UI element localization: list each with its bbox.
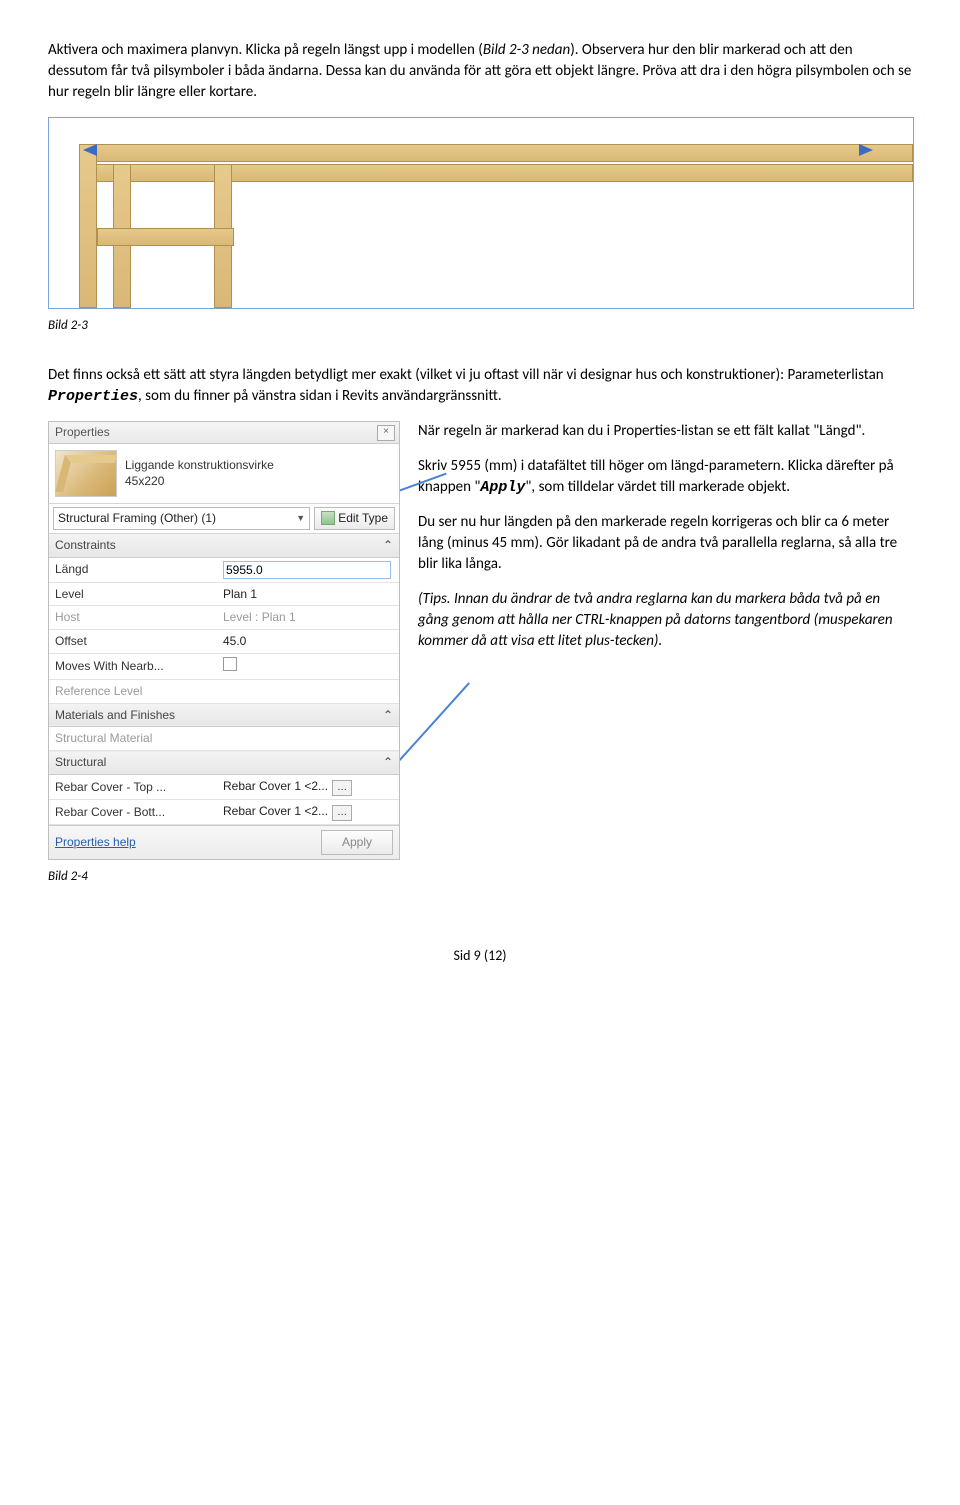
row-offset-value[interactable]: 45.0 xyxy=(217,630,399,654)
moves-checkbox[interactable] xyxy=(223,657,237,671)
filter-row: Structural Framing (Other) (1) ▼ Edit Ty… xyxy=(49,504,399,534)
filter-text: Structural Framing (Other) (1) xyxy=(58,510,216,527)
right-p2b: ", som tilldelar värdet till markerade o… xyxy=(525,478,790,496)
figure-2-4-caption: Bild 2-4 xyxy=(48,868,912,886)
intro-figure-ref: Bild 2-3 nedan xyxy=(483,41,570,59)
section-constraints[interactable]: Constraints⌃ xyxy=(49,534,399,557)
ellipsis-button-1[interactable]: … xyxy=(332,780,352,796)
row-moves-value[interactable] xyxy=(217,653,399,679)
row-host-value: Level : Plan 1 xyxy=(217,606,399,630)
properties-footer: Properties help Apply xyxy=(49,825,399,859)
edit-type-button[interactable]: Edit Type xyxy=(314,507,395,530)
row-reflevel-value xyxy=(217,679,399,703)
intro-paragraph: Aktivera och maximera planvyn. Klicka på… xyxy=(48,40,912,103)
type-thumbnail xyxy=(55,450,117,497)
langd-input[interactable] xyxy=(223,561,391,579)
type-name-line1: Liggande konstruktionsvirke xyxy=(125,457,274,474)
row-host-key: Host xyxy=(49,606,217,630)
properties-grid: Constraints⌃ Längd Level Plan 1 Host Lev… xyxy=(49,534,399,825)
edit-type-icon xyxy=(321,511,335,525)
page-footer: Sid 9 (12) xyxy=(48,946,912,966)
properties-titlebar: Properties × xyxy=(49,422,399,444)
section-structural[interactable]: Structural⌃ xyxy=(49,751,399,775)
row-structmat-value[interactable] xyxy=(217,727,399,751)
row-rebartop-key: Rebar Cover - Top ... xyxy=(49,774,217,799)
ellipsis-button-2[interactable]: … xyxy=(332,805,352,821)
type-name-line2: 45x220 xyxy=(125,473,274,490)
right-p4-tip: (Tips. Innan du ändrar de två andra regl… xyxy=(418,589,912,652)
right-p2: Skriv 5955 (mm) i datafältet till höger … xyxy=(418,456,912,498)
row-level-value[interactable]: Plan 1 xyxy=(217,582,399,606)
edit-type-label: Edit Type xyxy=(338,510,388,527)
row-structmat-key: Structural Material xyxy=(49,727,217,751)
properties-code: Properties xyxy=(48,388,138,405)
section-materials[interactable]: Materials and Finishes⌃ xyxy=(49,703,399,727)
type-selector[interactable]: Liggande konstruktionsvirke 45x220 xyxy=(49,444,399,504)
row-langd-key: Längd xyxy=(49,557,217,582)
chevron-down-icon: ▼ xyxy=(296,512,305,525)
right-text-column: När regeln är markerad kan du i Properti… xyxy=(418,421,912,666)
row-rebartop-value[interactable]: Rebar Cover 1 <2...… xyxy=(217,774,399,799)
figure-2-3-caption: Bild 2-3 xyxy=(48,317,912,335)
apply-code: Apply xyxy=(480,479,525,496)
type-text: Liggande konstruktionsvirke 45x220 xyxy=(125,457,274,491)
figure-2-3 xyxy=(48,117,914,309)
prop-intro-part1: Det finns också ett sätt att styra längd… xyxy=(48,366,884,384)
properties-panel: Properties × Liggande konstruktionsvirke… xyxy=(48,421,400,860)
filter-combo[interactable]: Structural Framing (Other) (1) ▼ xyxy=(53,507,310,530)
row-langd-value[interactable] xyxy=(217,557,399,582)
right-p3: Du ser nu hur längden på den markerade r… xyxy=(418,512,912,575)
close-icon[interactable]: × xyxy=(377,425,395,441)
row-rebarbot-key: Rebar Cover - Bott... xyxy=(49,799,217,824)
properties-intro-paragraph: Det finns också ett sätt att styra längd… xyxy=(48,365,912,407)
row-moves-key: Moves With Nearb... xyxy=(49,653,217,679)
prop-intro-part2: , som du finner på vänstra sidan i Revit… xyxy=(138,387,502,405)
row-reflevel-key: Reference Level xyxy=(49,679,217,703)
properties-title: Properties xyxy=(55,424,110,441)
properties-help-link[interactable]: Properties help xyxy=(55,834,136,851)
row-rebarbot-value[interactable]: Rebar Cover 1 <2...… xyxy=(217,799,399,824)
apply-button[interactable]: Apply xyxy=(321,830,393,855)
right-p1: När regeln är markerad kan du i Properti… xyxy=(418,421,912,442)
intro-text-part1: Aktivera och maximera planvyn. Klicka på… xyxy=(48,41,483,59)
row-offset-key: Offset xyxy=(49,630,217,654)
row-level-key: Level xyxy=(49,582,217,606)
